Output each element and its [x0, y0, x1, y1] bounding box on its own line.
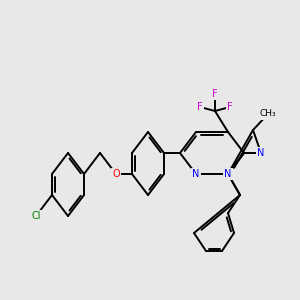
- Text: N: N: [224, 169, 232, 179]
- Text: F: F: [212, 89, 218, 99]
- Text: O: O: [112, 169, 120, 179]
- Text: Cl: Cl: [31, 211, 41, 221]
- Text: F: F: [197, 102, 203, 112]
- Text: CH₃: CH₃: [260, 110, 276, 118]
- Text: N: N: [257, 148, 265, 158]
- Text: N: N: [192, 169, 200, 179]
- Text: F: F: [227, 102, 233, 112]
